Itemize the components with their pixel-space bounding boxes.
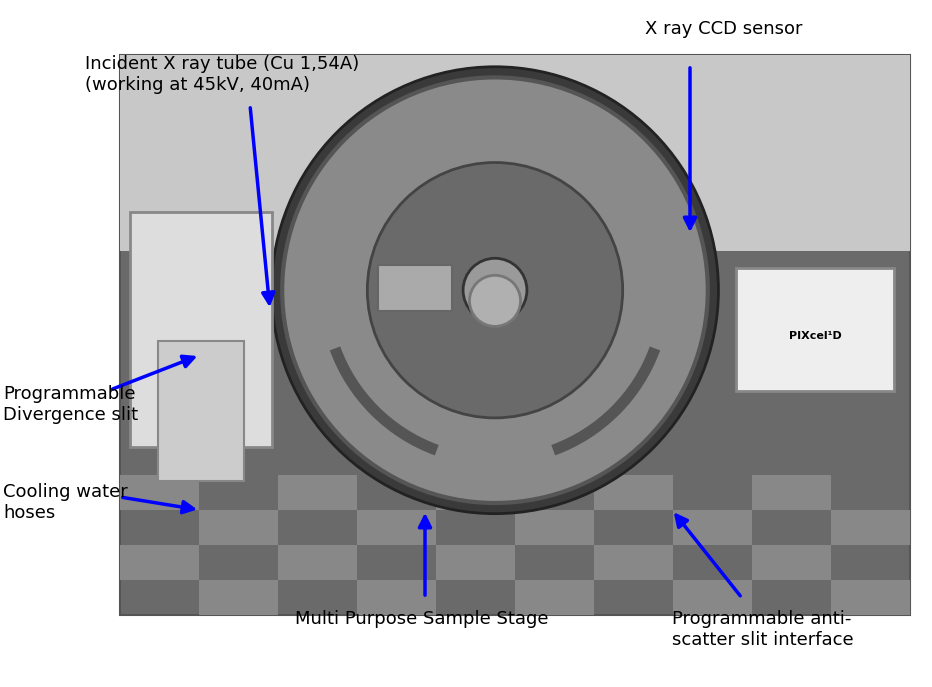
- Circle shape: [470, 275, 521, 326]
- Text: Multi Purpose Sample Stage: Multi Purpose Sample Stage: [295, 610, 549, 628]
- Bar: [752, 475, 831, 510]
- Bar: [120, 545, 199, 580]
- Bar: [673, 510, 752, 545]
- Text: Programmable
Divergence slit: Programmable Divergence slit: [3, 385, 138, 424]
- Bar: [120, 55, 910, 615]
- Text: X ray CCD sensor: X ray CCD sensor: [645, 20, 802, 38]
- Bar: [158, 341, 244, 481]
- Bar: [436, 545, 515, 580]
- Bar: [199, 510, 278, 545]
- Bar: [130, 212, 272, 447]
- Text: Cooling water
hoses: Cooling water hoses: [3, 483, 128, 522]
- Bar: [357, 580, 436, 615]
- Bar: [357, 510, 436, 545]
- Bar: [673, 580, 752, 615]
- Bar: [752, 545, 831, 580]
- Circle shape: [367, 163, 623, 418]
- Circle shape: [271, 67, 719, 514]
- Bar: [831, 580, 910, 615]
- Bar: [515, 580, 594, 615]
- Bar: [831, 510, 910, 545]
- Circle shape: [282, 78, 707, 503]
- Bar: [278, 545, 357, 580]
- Circle shape: [463, 258, 527, 322]
- Bar: [736, 268, 894, 391]
- Bar: [594, 545, 673, 580]
- Text: PIXcel¹D: PIXcel¹D: [788, 330, 842, 341]
- Text: Programmable anti-
scatter slit interface: Programmable anti- scatter slit interfac…: [672, 610, 854, 649]
- Text: Incident X ray tube (Cu 1,54A)
(working at 45kV, 40mA): Incident X ray tube (Cu 1,54A) (working …: [85, 55, 359, 94]
- Bar: [278, 475, 357, 510]
- Bar: [120, 475, 199, 510]
- Bar: [378, 264, 452, 311]
- Bar: [199, 580, 278, 615]
- Bar: [515, 510, 594, 545]
- Bar: [436, 475, 515, 510]
- Bar: [120, 55, 910, 251]
- Bar: [594, 475, 673, 510]
